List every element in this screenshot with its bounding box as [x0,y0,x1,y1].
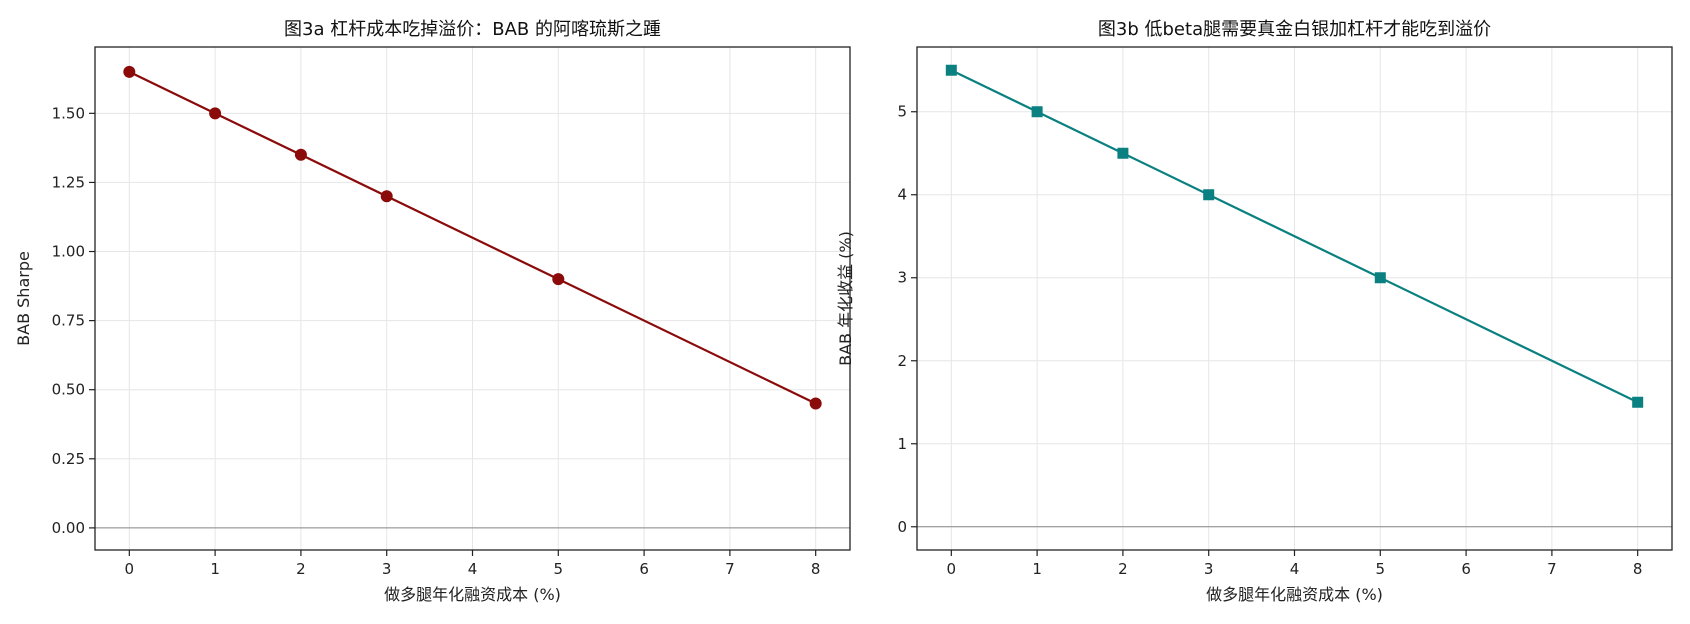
data-point [945,64,957,76]
data-point [1117,147,1129,159]
chart-title: 图3b 低beta腿需要真金白银加杠杆才能吃到溢价 [1098,19,1491,40]
x-tick-label: 4 [468,560,478,578]
chart-panel-2: 0 1 2 3 4 5 6 7 8 0 1 2 3 4 5 图3b 低beta腿需要真金白银加杠杆才能吃到溢价… [836,19,1673,604]
data-point [209,107,222,120]
y-tick-label: 0 [897,518,907,536]
series-line [128,70,817,405]
x-axis-label: 做多腿年化融资成本 (%) [384,585,561,604]
y-tick-label: 0.75 [52,312,85,330]
chart-panel-1: 0 1 2 3 4 5 6 7 8 0.00 0.25 0.50 0.75 1.00 1.25 1.50 图3a… [14,19,851,604]
data-point [552,273,565,286]
data-point [1031,106,1043,118]
x-tick-label: 6 [639,560,649,578]
data-point [809,397,822,410]
y-tick-label: 1.50 [52,104,85,122]
y-axis-label: BAB Sharpe [14,251,33,346]
y-tick-label: 1.25 [52,173,85,191]
x-tick-label: 8 [1633,560,1643,578]
chart-title: 图3a 杠杆成本吃掉溢价：BAB 的阿喀琉斯之踵 [284,19,661,40]
y-tick-label: 0.00 [52,519,85,537]
y-tick-label: 3 [897,269,907,287]
y-tick-label: 0.50 [52,381,85,399]
x-tick-label: 6 [1461,560,1471,578]
y-tick-label: 5 [897,103,907,121]
y-tick-label: 4 [897,186,907,204]
data-point [123,65,136,78]
y-tick-label: 1 [897,435,907,453]
data-point [1203,189,1215,201]
series-line [950,69,1639,404]
data-point [380,190,393,203]
x-tick-label: 4 [1290,560,1300,578]
data-point [294,148,307,161]
x-tick-label: 7 [725,560,735,578]
x-tick-label: 3 [1204,560,1214,578]
x-tick-label: 0 [947,560,957,578]
x-tick-label: 5 [1376,560,1386,578]
y-axis-label: BAB 年化收益 (%) [836,231,855,366]
x-tick-label: 0 [125,560,135,578]
x-tick-label: 2 [1118,560,1128,578]
x-tick-label: 1 [1032,560,1042,578]
x-tick-label: 1 [210,560,220,578]
y-tick-label: 2 [897,352,907,370]
x-tick-label: 7 [1547,560,1557,578]
y-tick-label: 0.25 [52,450,85,468]
x-axis-label: 做多腿年化融资成本 (%) [1206,585,1383,604]
x-tick-label: 8 [811,560,821,578]
x-tick-label: 5 [554,560,564,578]
y-tick-label: 1.00 [52,243,85,261]
data-point [1374,272,1386,284]
x-tick-label: 2 [296,560,306,578]
x-tick-label: 3 [382,560,392,578]
data-point [1632,396,1644,408]
